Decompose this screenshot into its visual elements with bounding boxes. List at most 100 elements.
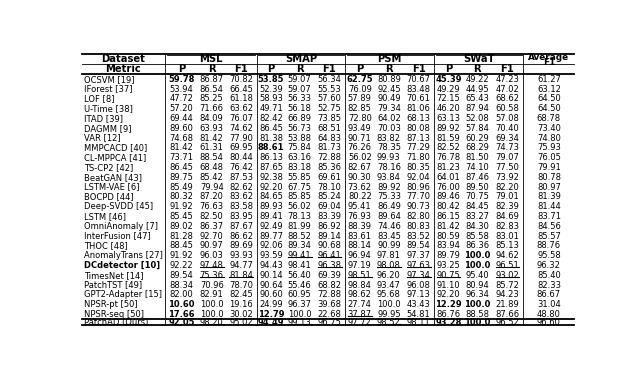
Text: P: P [356, 64, 364, 74]
Text: 49.29: 49.29 [436, 85, 460, 94]
Text: 83.95: 83.95 [229, 212, 253, 221]
Text: 87.46: 87.46 [465, 173, 489, 182]
Text: 92.49: 92.49 [259, 222, 283, 231]
Text: R: R [385, 64, 393, 74]
Text: 97.13: 97.13 [407, 290, 431, 299]
Text: NPSR-seq [50]: NPSR-seq [50] [84, 310, 144, 319]
Text: 89.92: 89.92 [377, 182, 401, 192]
Text: 76.09: 76.09 [348, 85, 372, 94]
Text: 49.71: 49.71 [259, 104, 283, 113]
Text: 87.20: 87.20 [200, 192, 224, 201]
Text: 88.34: 88.34 [170, 280, 193, 289]
Text: 87.67: 87.67 [229, 222, 253, 231]
Text: 92.22: 92.22 [170, 261, 193, 270]
Text: 82.91: 82.91 [200, 290, 223, 299]
Text: 62.75: 62.75 [346, 75, 373, 84]
Text: 19.16: 19.16 [229, 300, 253, 309]
Text: 78.10: 78.10 [317, 182, 342, 192]
Text: TS-CP2 [42]: TS-CP2 [42] [84, 163, 133, 172]
Text: 96.75: 96.75 [317, 318, 342, 327]
Text: Dataset: Dataset [102, 54, 145, 64]
Text: 84.09: 84.09 [200, 114, 223, 123]
Text: 66.89: 66.89 [288, 114, 312, 123]
Text: 79.91: 79.91 [537, 163, 561, 172]
Text: 85.40: 85.40 [537, 271, 561, 280]
Text: 90.71: 90.71 [348, 134, 372, 142]
Text: 97.63: 97.63 [406, 261, 431, 270]
Text: 56.18: 56.18 [288, 104, 312, 113]
Text: 93.49: 93.49 [348, 124, 372, 133]
Text: IForest [37]: IForest [37] [84, 85, 132, 94]
Text: 86.54: 86.54 [200, 85, 224, 94]
Text: BeatGAN [43]: BeatGAN [43] [84, 173, 142, 182]
Text: 69.39: 69.39 [317, 271, 342, 280]
Text: 69.04: 69.04 [317, 202, 341, 211]
Text: 99.93: 99.93 [377, 153, 401, 162]
Text: 68.78: 68.78 [537, 114, 561, 123]
Text: 57.20: 57.20 [170, 104, 193, 113]
Text: 95.41: 95.41 [348, 202, 372, 211]
Text: LSTM-VAE [6]: LSTM-VAE [6] [84, 182, 140, 192]
Text: 96.20: 96.20 [377, 271, 401, 280]
Text: 56.40: 56.40 [288, 271, 312, 280]
Text: 100.0: 100.0 [377, 300, 401, 309]
Text: 80.22: 80.22 [348, 192, 372, 201]
Text: 88.52: 88.52 [288, 232, 312, 240]
Text: 83.82: 83.82 [377, 134, 401, 142]
Text: 88.45: 88.45 [170, 241, 193, 250]
Text: F1: F1 [543, 58, 555, 67]
Text: Metric: Metric [106, 64, 141, 74]
Text: 98.52: 98.52 [377, 318, 401, 327]
Text: 68.51: 68.51 [317, 124, 342, 133]
Text: TimesNet [14]: TimesNet [14] [84, 271, 143, 280]
Text: 86.13: 86.13 [259, 153, 283, 162]
Text: 74.80: 74.80 [537, 134, 561, 142]
Text: SMAP: SMAP [285, 54, 317, 64]
Text: MMPCACD [40]: MMPCACD [40] [84, 144, 147, 152]
Text: 52.39: 52.39 [259, 85, 283, 94]
Text: 64.50: 64.50 [537, 104, 561, 113]
Text: 54.81: 54.81 [407, 310, 431, 319]
Text: 90.99: 90.99 [377, 241, 401, 250]
Text: 89.75: 89.75 [170, 173, 193, 182]
Text: 73.85: 73.85 [317, 114, 342, 123]
Text: 70.67: 70.67 [406, 75, 431, 84]
Text: 88.76: 88.76 [537, 241, 561, 250]
Text: 86.36: 86.36 [465, 241, 489, 250]
Text: 98.08: 98.08 [377, 261, 401, 270]
Text: 85.45: 85.45 [170, 212, 193, 221]
Text: 52.75: 52.75 [317, 104, 341, 113]
Text: 69.44: 69.44 [170, 114, 193, 123]
Text: 80.44: 80.44 [229, 153, 253, 162]
Text: 84.45: 84.45 [465, 202, 489, 211]
Text: 96.38: 96.38 [317, 261, 342, 270]
Text: AnomalyTrans [27]: AnomalyTrans [27] [84, 251, 163, 260]
Text: 56.02: 56.02 [288, 202, 312, 211]
Text: 80.35: 80.35 [407, 163, 431, 172]
Text: 83.18: 83.18 [288, 163, 312, 172]
Text: 68.13: 68.13 [406, 114, 431, 123]
Text: 81.50: 81.50 [465, 153, 489, 162]
Text: 65.43: 65.43 [465, 94, 489, 104]
Text: 82.00: 82.00 [170, 290, 193, 299]
Text: 95.40: 95.40 [465, 271, 489, 280]
Text: 86.87: 86.87 [200, 75, 224, 84]
Text: 82.67: 82.67 [348, 163, 372, 172]
Text: 84.30: 84.30 [465, 222, 489, 231]
Text: 93.47: 93.47 [377, 280, 401, 289]
Text: 96.08: 96.08 [407, 280, 431, 289]
Text: 92.06: 92.06 [259, 241, 283, 250]
Text: 82.52: 82.52 [436, 144, 460, 152]
Text: 76.00: 76.00 [436, 182, 460, 192]
Text: 82.45: 82.45 [229, 290, 253, 299]
Text: 81.73: 81.73 [317, 144, 342, 152]
Text: DCdetector [10]: DCdetector [10] [84, 261, 160, 270]
Text: 60.58: 60.58 [495, 104, 519, 113]
Text: 78.13: 78.13 [288, 212, 312, 221]
Text: 91.10: 91.10 [436, 280, 460, 289]
Text: 69.95: 69.95 [229, 144, 253, 152]
Text: 80.42: 80.42 [436, 202, 460, 211]
Text: 83.01: 83.01 [495, 232, 519, 240]
Text: 77.29: 77.29 [407, 144, 431, 152]
Text: 100.0: 100.0 [200, 310, 223, 319]
